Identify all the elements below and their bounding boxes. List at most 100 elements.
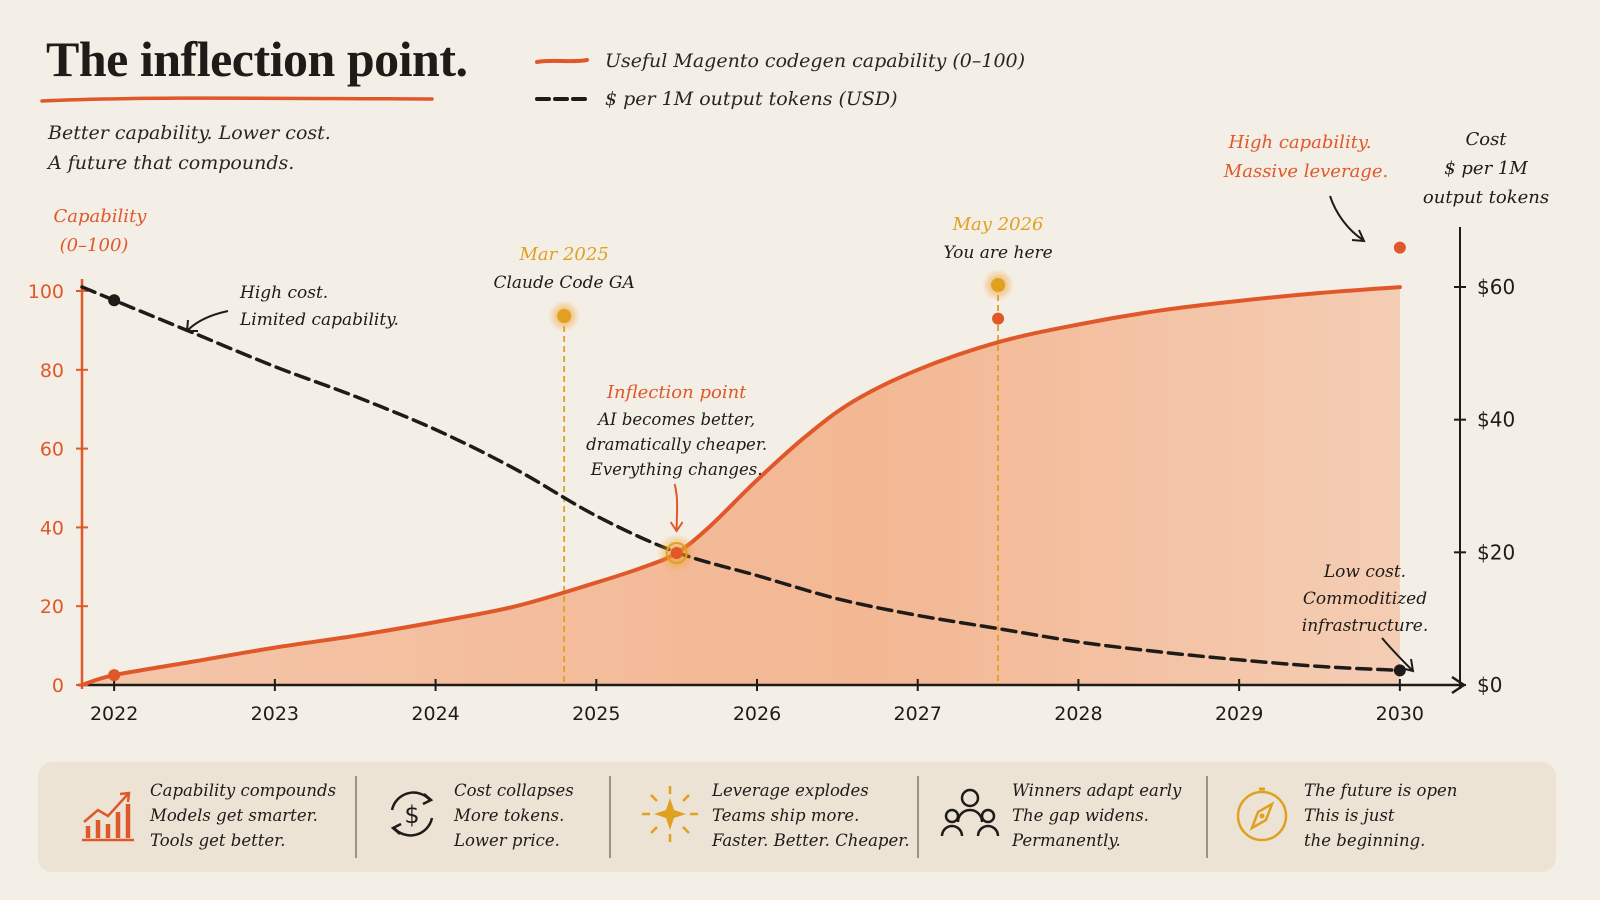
annotation-heading: Inflection point — [606, 382, 747, 403]
annotation-text: Limited capability. — [239, 310, 399, 330]
annotation-text: Claude Code GA — [493, 273, 634, 293]
footer-title: Winners adapt early — [1012, 781, 1182, 800]
footer-line: More tokens. — [454, 806, 565, 825]
x-tick-label: 2028 — [1054, 703, 1102, 725]
footer-text: Leverage explodes Teams ship more. Faste… — [712, 778, 910, 853]
x-tick-label: 2027 — [894, 703, 942, 725]
people-group-icon — [940, 788, 1000, 837]
footer-title: Cost collapses — [454, 781, 574, 800]
title-underline — [40, 96, 434, 103]
capability-point — [992, 312, 1005, 325]
left-tick-label: 60 — [40, 439, 64, 461]
cost-point — [108, 294, 121, 307]
annotation-arrow — [673, 483, 679, 531]
annotation-text: dramatically cheaper. — [586, 435, 767, 454]
footer-divider — [609, 776, 611, 858]
cost-line — [80, 285, 1402, 673]
left-tick-label: 40 — [40, 517, 64, 539]
x-tick-label: 2024 — [411, 703, 459, 725]
inflection-ring — [665, 542, 688, 565]
page-title: The inflection point. — [46, 31, 468, 87]
footer-panel: Capability compounds Models get smarter.… — [38, 762, 1556, 872]
footer-line: Tools get better. — [150, 831, 286, 850]
capability-point — [670, 547, 683, 560]
right-tick-label: $60 — [1477, 275, 1515, 299]
compass-icon — [1236, 787, 1288, 842]
legend-item-cost: $ per 1M output tokens (USD) — [535, 88, 898, 110]
right-axis-label: Cost — [1465, 129, 1507, 150]
left-tick-label: 100 — [28, 281, 64, 303]
annotation-heading: May 2026 — [952, 214, 1044, 235]
annotation-text: infrastructure. — [1302, 616, 1428, 636]
footer-title: The future is open — [1304, 781, 1458, 800]
footer-line: The gap widens. — [1012, 806, 1149, 825]
capability-point — [1393, 241, 1406, 254]
sparkle-icon — [642, 786, 698, 842]
annotation-text: Low cost. — [1323, 562, 1406, 582]
annotation-text: AI becomes better, — [596, 410, 755, 429]
legend-label: $ per 1M output tokens (USD) — [605, 88, 898, 110]
bar-chart-growth-icon — [82, 791, 134, 842]
footer-text: Capability compounds Models get smarter.… — [150, 778, 336, 853]
svg-text:$: $ — [404, 801, 419, 829]
footer-title: Leverage explodes — [712, 781, 869, 800]
left-axis-label: Capability — [54, 206, 148, 227]
annotation-heading: Mar 2025 — [518, 244, 608, 265]
x-tick-label: 2029 — [1215, 703, 1263, 725]
left-axis-label: (0–100) — [60, 235, 129, 256]
x-tick-label: 2030 — [1376, 703, 1424, 725]
cost-point — [1393, 664, 1406, 677]
subtitle-line: Better capability. Lower cost. — [48, 122, 331, 144]
x-tick-label: 2025 — [572, 703, 620, 725]
annotation-arrowhead — [669, 521, 684, 533]
annotation-text: You are here — [943, 243, 1052, 263]
footer-text: Winners adapt early The gap widens. Perm… — [1012, 778, 1181, 853]
marker-dot — [991, 278, 1006, 292]
legend-swatch-dashed — [535, 97, 589, 101]
annotation-text: Massive leverage. — [1223, 161, 1388, 182]
annotation-arrow — [1329, 195, 1364, 241]
right-tick-label: $20 — [1477, 540, 1515, 564]
annotation-arrow — [187, 310, 229, 331]
footer-line: Models get smarter. — [150, 806, 318, 825]
annotation-text: Commoditized — [1303, 589, 1427, 609]
x-tick-label: 2023 — [251, 703, 299, 725]
capability-point — [108, 669, 121, 682]
subtitle: Better capability. Lower cost. A future … — [48, 118, 331, 178]
footer-divider — [917, 776, 919, 858]
capability-line — [80, 285, 1402, 687]
x-tick-label: 2022 — [90, 703, 138, 725]
annotation-arrowhead — [185, 319, 198, 332]
right-axis-label: output tokens — [1423, 187, 1549, 208]
footer-title: Capability compounds — [150, 781, 337, 800]
footer-line: Faster. Better. Cheaper. — [712, 831, 910, 850]
annotation-arrowhead — [1351, 229, 1366, 243]
marker-dot — [557, 309, 572, 323]
left-tick-label: 0 — [52, 675, 64, 697]
right-axis-label: $ per 1M — [1444, 158, 1528, 179]
footer-line: This is just — [1304, 806, 1395, 825]
legend-item-capability: Useful Magento codegen capability (0–100… — [535, 50, 1025, 72]
annotation-text: High cost. — [239, 283, 328, 303]
right-tick-label: $40 — [1477, 408, 1515, 432]
dollar-cycle-icon: $ — [390, 791, 434, 837]
footer-text: Cost collapses More tokens. Lower price. — [454, 778, 574, 853]
chart: 0 20 40 60 80 100 $0 $20 $40 $60 2022 2023 2024 2025 2… — [28, 129, 1549, 725]
capability-area-fill — [82, 287, 1400, 685]
left-tick-label: 80 — [40, 360, 64, 382]
footer-text: The future is open This is just the begi… — [1304, 778, 1457, 853]
footer-line: Teams ship more. — [712, 806, 860, 825]
annotation-text: High capability. — [1228, 132, 1372, 153]
footer-line: the beginning. — [1304, 831, 1426, 850]
x-tick-label: 2026 — [733, 703, 781, 725]
legend-label: Useful Magento codegen capability (0–100… — [605, 50, 1026, 72]
annotation-text: Everything changes. — [590, 460, 763, 479]
footer-line: Permanently. — [1012, 831, 1121, 850]
legend-swatch-solid — [535, 58, 589, 64]
right-tick-label: $0 — [1477, 673, 1502, 697]
subtitle-line: A future that compounds. — [48, 152, 295, 174]
annotation-arrow — [1381, 637, 1413, 671]
footer-divider — [355, 776, 357, 858]
footer-line: Lower price. — [454, 831, 560, 850]
footer-divider — [1206, 776, 1208, 858]
